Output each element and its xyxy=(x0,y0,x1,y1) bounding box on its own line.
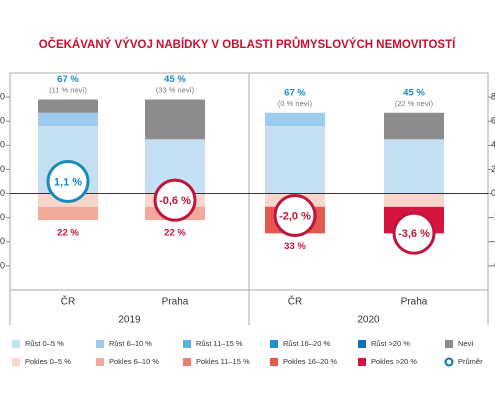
y-tick-label: 60 xyxy=(491,116,495,126)
legend-swatch xyxy=(445,340,453,348)
bar-segment xyxy=(38,99,98,113)
bar-segment xyxy=(265,112,325,127)
y-tick-label: 80 xyxy=(491,91,495,101)
bottom-label: 33 % xyxy=(284,241,306,252)
top-sublabel: (11 % neví) xyxy=(49,86,87,95)
legend-label: Růst >20 % xyxy=(371,339,410,348)
x-tick-label: Praha xyxy=(401,297,428,308)
bar-segment xyxy=(38,206,98,221)
bottom-label: 22 % xyxy=(164,228,186,239)
legend-label: Růst 6–10 % xyxy=(109,339,152,348)
top-sublabel: (33 % neví) xyxy=(156,86,195,95)
legend-swatch xyxy=(96,358,104,366)
bar-segment xyxy=(384,193,444,207)
legend-swatch xyxy=(270,358,278,366)
y-tick-label: 0 xyxy=(491,188,495,198)
bar-segment xyxy=(265,126,325,194)
legend-label: Pokles 11–15 % xyxy=(196,357,250,366)
y-tick-label: 40 xyxy=(491,140,495,150)
chart-title: OČEKÁVANÝ VÝVOJ NABÍDKY V OBLASTI PRŮMYS… xyxy=(39,37,456,51)
legend-swatch xyxy=(358,358,366,366)
top-label: 67 % xyxy=(57,74,79,85)
bar-segment xyxy=(38,112,98,127)
average-marker xyxy=(46,159,90,203)
y-tick-label: 60 xyxy=(0,116,5,126)
group-label: 2020 xyxy=(357,315,380,326)
y-tick-label: -40 xyxy=(0,236,5,246)
legend-swatch xyxy=(183,340,191,348)
y-tick-label: -20 xyxy=(0,212,5,222)
x-tick-label: ČR xyxy=(288,295,302,308)
bottom-label: 22 % xyxy=(57,228,79,239)
average-label: -3,6 % xyxy=(398,228,430,240)
legend-swatch xyxy=(444,357,454,367)
bar-segment xyxy=(384,139,444,194)
y-tick-label: -60 xyxy=(0,260,5,270)
legend-swatch xyxy=(183,358,191,366)
legend-swatch xyxy=(96,340,104,348)
y-tick-label: -20 xyxy=(491,212,495,222)
legend-swatch xyxy=(12,358,20,366)
x-tick-label: ČR xyxy=(61,295,75,308)
average-marker xyxy=(392,211,436,255)
legend-label: Neví xyxy=(458,339,474,348)
top-label: 45 % xyxy=(164,74,186,85)
average-label: -2,0 % xyxy=(279,210,311,222)
top-sublabel: (22 % neví) xyxy=(395,99,434,108)
legend-swatch xyxy=(270,340,278,348)
y-tick-label: 40 xyxy=(0,140,5,150)
x-tick-label: Praha xyxy=(162,297,189,308)
y-tick-label: 20 xyxy=(0,164,5,174)
legend-label: Růst 0–5 % xyxy=(25,339,64,348)
legend-swatch xyxy=(358,340,366,348)
legend-label: Pokles 0–5 % xyxy=(25,357,71,366)
legend-label: Pokles 16–20 % xyxy=(283,357,338,366)
y-tick-label: 80 xyxy=(0,91,5,101)
y-tick-label: -40 xyxy=(491,236,495,246)
legend-label: Pokles 6–10 % xyxy=(109,357,159,366)
bar-segment xyxy=(145,99,205,140)
top-sublabel: (0 % neví) xyxy=(278,99,313,108)
legend-label: Pokles >20 % xyxy=(371,357,417,366)
average-marker xyxy=(153,178,197,222)
y-tick-label: 0 xyxy=(0,188,5,198)
average-label: 1,1 % xyxy=(54,176,82,188)
legend-label: Průměr xyxy=(458,357,483,366)
average-label: -0,6 % xyxy=(159,195,191,207)
average-marker xyxy=(273,194,317,238)
top-label: 45 % xyxy=(403,87,425,98)
legend-label: Růst 16–20 % xyxy=(283,339,330,348)
legend-label: Růst 11–15 % xyxy=(196,339,243,348)
bar-segment xyxy=(384,112,444,140)
top-label: 67 % xyxy=(284,87,306,98)
y-tick-label: 20 xyxy=(491,164,495,174)
y-tick-label: -60 xyxy=(491,260,495,270)
legend-swatch xyxy=(12,340,20,348)
group-label: 2019 xyxy=(118,315,141,326)
